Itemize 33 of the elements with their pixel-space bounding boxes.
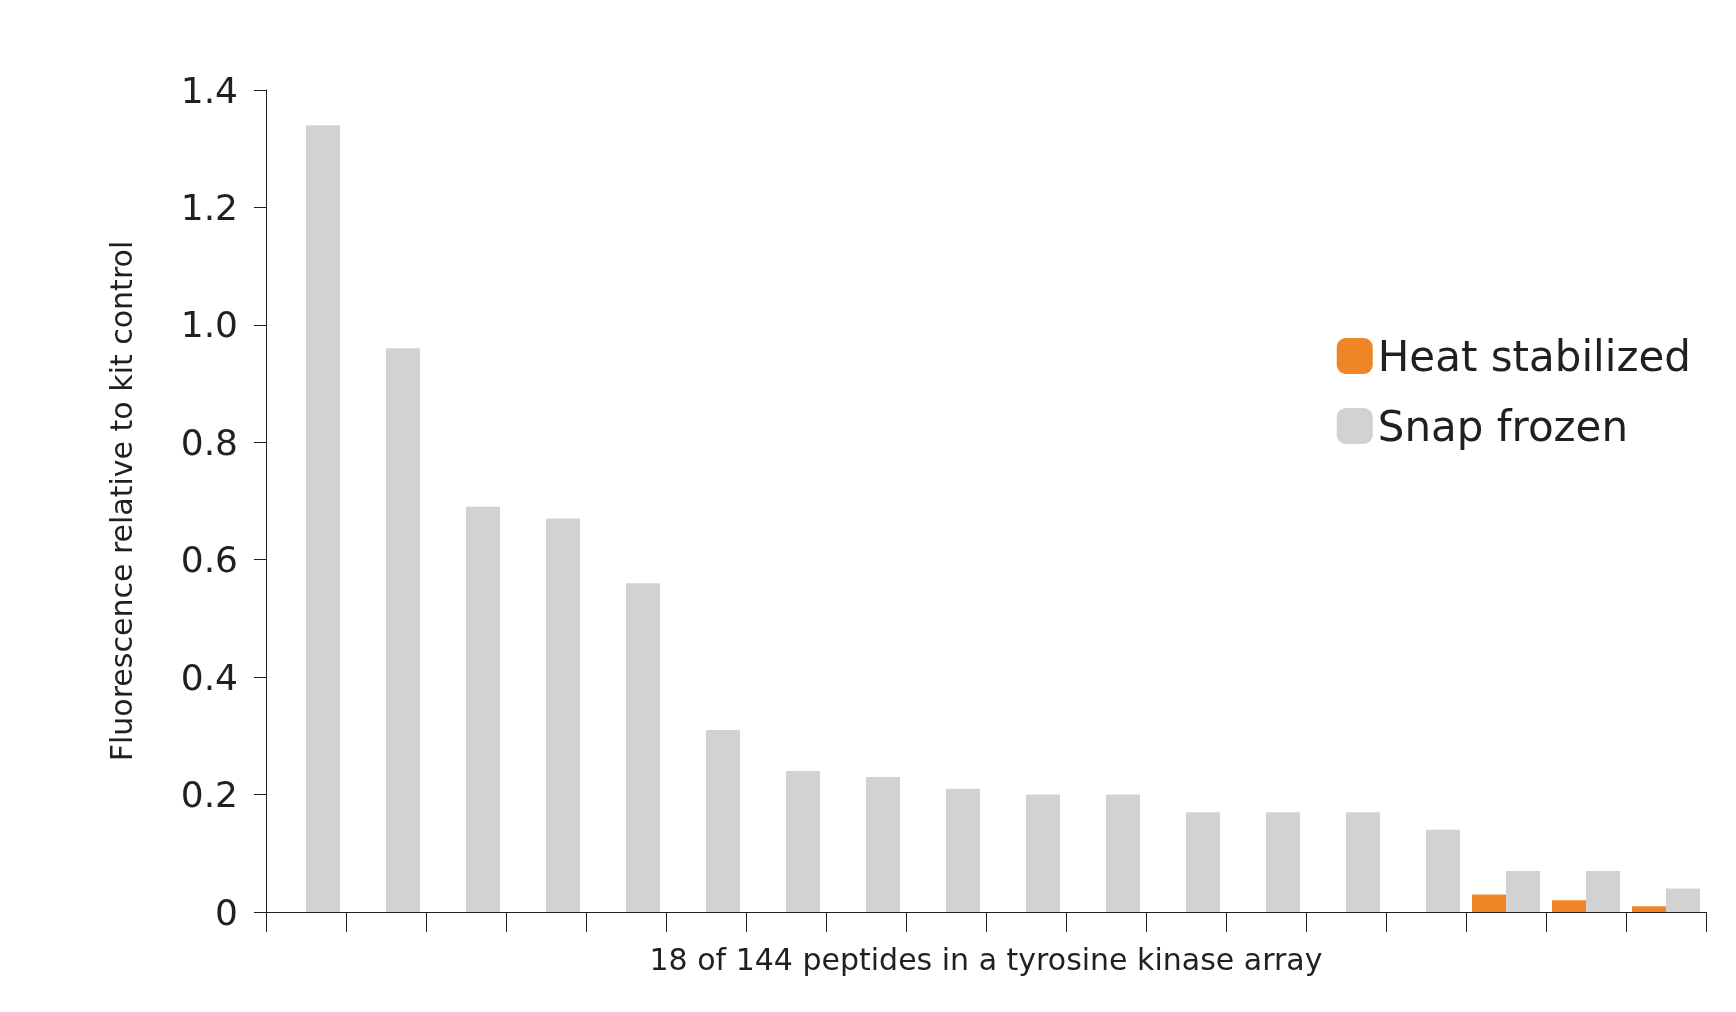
bar (1266, 812, 1300, 912)
bar (1472, 894, 1506, 912)
bar (706, 729, 740, 912)
y-tick-label: 0 (215, 891, 238, 933)
y-tick-label: 0.6 (180, 539, 238, 581)
bar (1426, 829, 1460, 912)
y-tick-label: 0.4 (180, 656, 238, 698)
bar (1506, 870, 1540, 912)
bar (1186, 812, 1220, 912)
bar (1632, 906, 1666, 912)
y-axis-title: Fluorescence relative to kit control (103, 240, 139, 762)
bar (786, 771, 820, 912)
bar (466, 506, 500, 912)
bar (1666, 888, 1700, 912)
bar (1346, 812, 1380, 912)
bar (1026, 794, 1060, 912)
bar (306, 125, 340, 912)
legend-label: Heat stabilized (1377, 331, 1691, 381)
y-tick-label: 1.0 (180, 304, 238, 346)
bar (946, 788, 980, 912)
x-axis-title: 18 of 144 peptides in a tyrosine kinase array (649, 941, 1323, 977)
y-tick-label: 1.2 (180, 186, 238, 228)
legend-label: Snap frozen (1377, 401, 1629, 451)
bar (546, 518, 580, 912)
bar (626, 583, 660, 912)
bar (1106, 794, 1140, 912)
y-tick-label: 1.4 (180, 69, 238, 111)
bar (386, 348, 420, 912)
bar (1586, 870, 1620, 912)
bar (1552, 900, 1586, 912)
y-tick-label: 0.2 (180, 774, 238, 816)
y-tick-label: 0.8 (180, 421, 238, 463)
bar (866, 776, 900, 912)
